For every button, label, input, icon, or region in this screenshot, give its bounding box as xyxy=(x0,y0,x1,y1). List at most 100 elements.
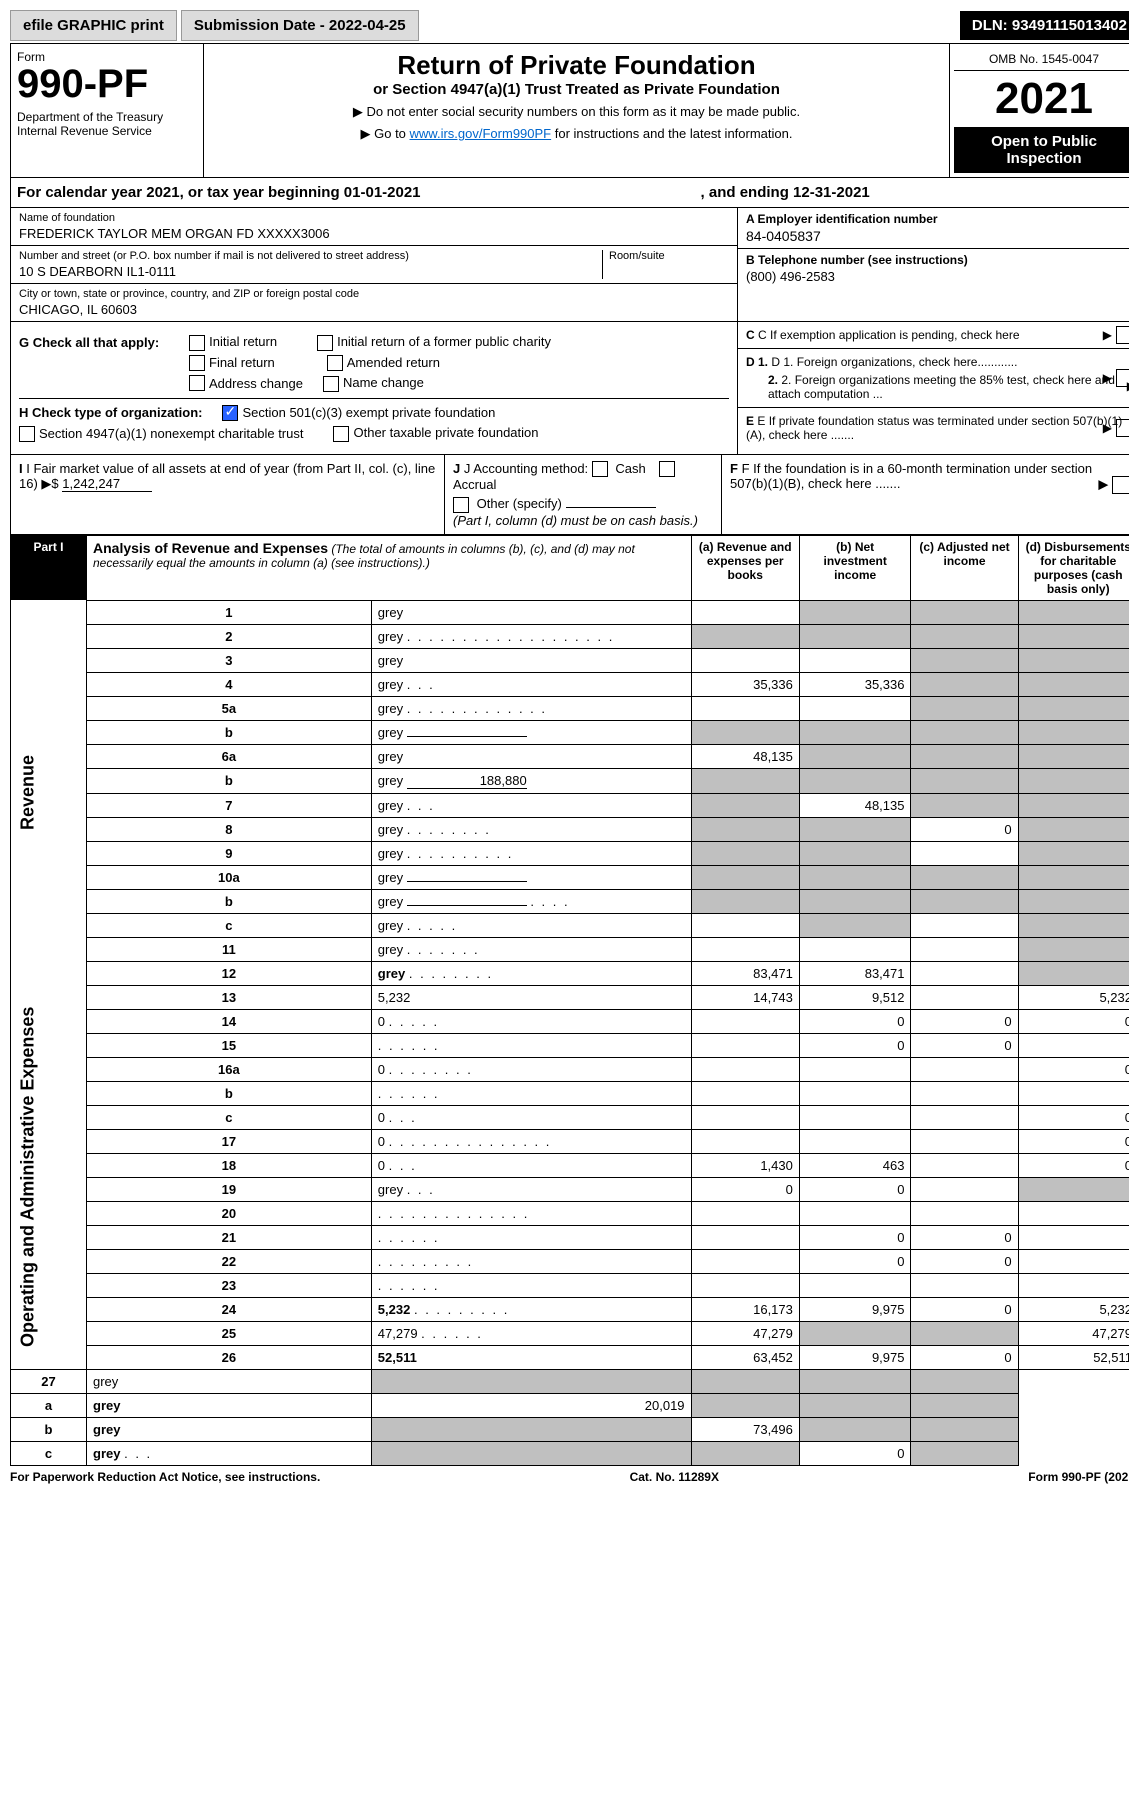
checkbox-other-taxable[interactable] xyxy=(333,426,349,442)
omb-number: OMB No. 1545-0047 xyxy=(954,48,1129,71)
cell-value xyxy=(691,1225,799,1249)
cell-value xyxy=(911,1153,1018,1177)
cell-value xyxy=(691,1129,799,1153)
part1-label: Part I xyxy=(11,535,87,600)
cell-value xyxy=(1018,1225,1129,1249)
row-num: 23 xyxy=(87,1273,372,1297)
efile-button[interactable]: efile GRAPHIC print xyxy=(10,10,177,41)
row-num: 27 xyxy=(11,1369,87,1393)
cell-value xyxy=(911,841,1018,865)
row-desc: 0 . . . xyxy=(371,1153,691,1177)
form-subtitle: or Section 4947(a)(1) Trust Treated as P… xyxy=(210,81,943,98)
opt-accrual: Accrual xyxy=(453,477,496,492)
checkbox-501c3[interactable] xyxy=(222,405,238,421)
checkbox-amended[interactable] xyxy=(327,355,343,371)
cell-grey xyxy=(1018,865,1129,889)
checkbox-e[interactable] xyxy=(1116,419,1129,437)
cell-grey xyxy=(1018,696,1129,720)
address-label: Number and street (or P.O. box number if… xyxy=(19,250,602,262)
ein-value: 84-0405837 xyxy=(746,228,1129,244)
cell-value: 463 xyxy=(799,1153,911,1177)
cell-grey xyxy=(799,600,911,624)
row-num: 24 xyxy=(87,1297,372,1321)
cell-grey xyxy=(911,793,1018,817)
cell-value: 0 xyxy=(911,1297,1018,1321)
g-opts-2: Initial return of a former public charit… xyxy=(317,334,551,351)
cell-value xyxy=(911,913,1018,937)
row-desc: 0 . . . . . . . . xyxy=(371,1057,691,1081)
row-desc: grey . . . . . . . . . . . . . xyxy=(371,696,691,720)
checkbox-address-change[interactable] xyxy=(189,375,205,391)
checkbox-accrual[interactable] xyxy=(659,461,675,477)
cell-value: 48,135 xyxy=(799,793,911,817)
cell-grey xyxy=(911,1393,1018,1417)
opt-501c3: Section 501(c)(3) exempt private foundat… xyxy=(242,405,495,420)
row-num: 21 xyxy=(87,1225,372,1249)
row-desc: . . . . . . xyxy=(371,1273,691,1297)
cell-grey xyxy=(1018,841,1129,865)
cell-value: 0 xyxy=(799,1033,911,1057)
cell-value xyxy=(691,1105,799,1129)
cell-value: 83,471 xyxy=(799,961,911,985)
row-desc: grey . . . xyxy=(87,1441,372,1465)
cell-grey xyxy=(1018,961,1129,985)
row-num: c xyxy=(87,1105,372,1129)
cell-value xyxy=(911,985,1018,1009)
checkbox-4947[interactable] xyxy=(19,426,35,442)
cell-value xyxy=(691,648,799,672)
cell-value: 0 xyxy=(911,1009,1018,1033)
irs-link[interactable]: www.irs.gov/Form990PF xyxy=(410,126,552,141)
cell-grey xyxy=(911,624,1018,648)
row-num: b xyxy=(11,1417,87,1441)
cell-grey xyxy=(1018,600,1129,624)
checkbox-initial-former[interactable] xyxy=(317,335,333,351)
checkbox-f[interactable] xyxy=(1112,476,1129,494)
cell-value: 5,232 xyxy=(1018,985,1129,1009)
checkbox-other[interactable] xyxy=(453,497,469,513)
row-desc: 0 . . . . . xyxy=(371,1009,691,1033)
cal-begin: For calendar year 2021, or tax year begi… xyxy=(17,184,421,201)
cell-value: 0 xyxy=(1018,1129,1129,1153)
cell-grey xyxy=(911,720,1018,744)
form-note-1: ▶ Do not enter social security numbers o… xyxy=(210,104,943,120)
row-num: 6a xyxy=(87,744,372,768)
checkbox-name-change[interactable] xyxy=(323,376,339,392)
cell-value xyxy=(691,1273,799,1297)
cell-value: 47,279 xyxy=(691,1321,799,1345)
checkbox-final-return[interactable] xyxy=(189,355,205,371)
row-desc: grey . . . xyxy=(371,793,691,817)
cell-grey xyxy=(691,624,799,648)
opt-name-change: Name change xyxy=(343,375,424,390)
cell-value xyxy=(911,937,1018,961)
row-num: 11 xyxy=(87,937,372,961)
tel-value: (800) 496-2583 xyxy=(746,269,1129,284)
fmv-row: I I Fair market value of all assets at e… xyxy=(10,455,1129,535)
cell-grey xyxy=(911,1417,1018,1441)
cell-value: 14,743 xyxy=(691,985,799,1009)
cell-grey xyxy=(911,1369,1018,1393)
cell-value xyxy=(1018,1249,1129,1273)
g-label: G Check all that apply: xyxy=(19,335,159,350)
col-b: (b) Net investment income xyxy=(799,535,911,600)
checkbox-initial-return[interactable] xyxy=(189,335,205,351)
row-num: 22 xyxy=(87,1249,372,1273)
cell-value: 0 xyxy=(911,1225,1018,1249)
cell-value: 0 xyxy=(1018,1057,1129,1081)
row-desc: grey xyxy=(87,1417,372,1441)
cell-value xyxy=(911,1129,1018,1153)
cell-value xyxy=(691,600,799,624)
checkbox-cash[interactable] xyxy=(592,461,608,477)
cell-value: 20,019 xyxy=(371,1393,691,1417)
cell-value: 83,471 xyxy=(691,961,799,985)
note-suffix: for instructions and the latest informat… xyxy=(551,126,792,141)
j-label: J Accounting method: xyxy=(464,461,588,476)
cell-value: 63,452 xyxy=(691,1345,799,1369)
tel-label: B Telephone number (see instructions) xyxy=(746,253,1129,267)
row-desc: grey . . . . . xyxy=(371,913,691,937)
cell-value: 9,512 xyxy=(799,985,911,1009)
checkbox-c[interactable] xyxy=(1116,326,1129,344)
cell-value xyxy=(1018,1273,1129,1297)
city-value: CHICAGO, IL 60603 xyxy=(19,302,729,317)
cell-grey xyxy=(1018,672,1129,696)
cell-value xyxy=(799,1081,911,1105)
